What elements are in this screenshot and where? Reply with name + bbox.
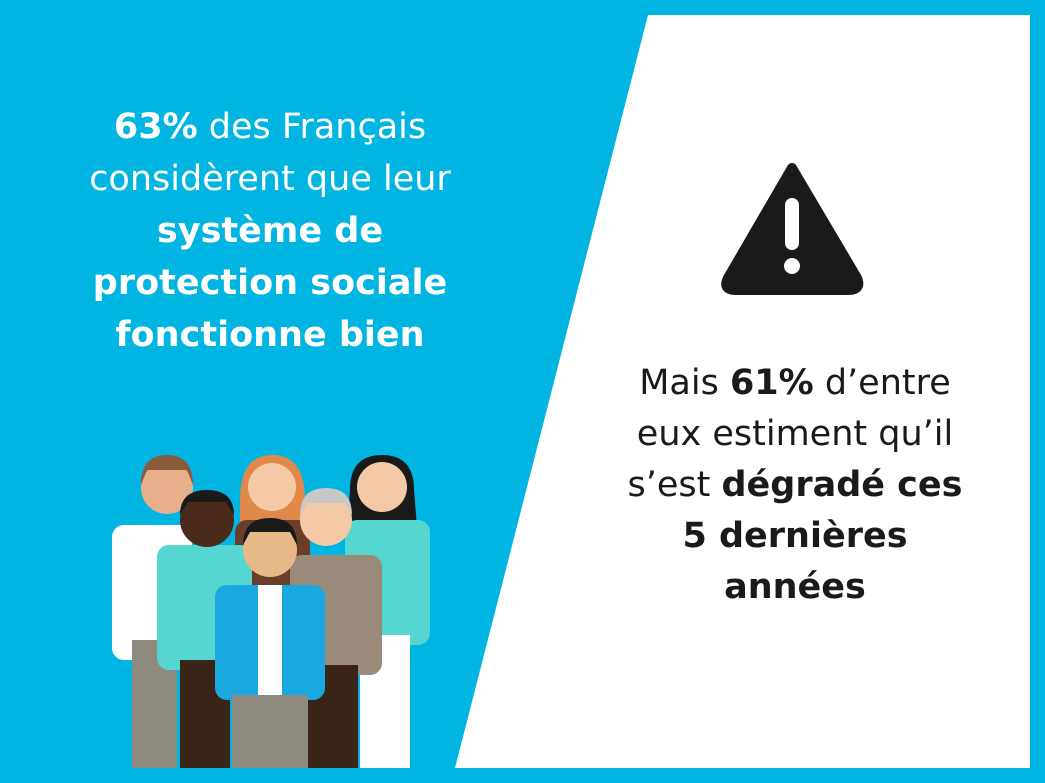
- left-text: 63% des Français considèrent que leur syst…: [89, 107, 451, 355]
- text-line: 63% des Français: [114, 107, 426, 147]
- right-text: Mais 61% d’entre eux estiment qu’il s’est …: [627, 363, 962, 607]
- people-illustration: [112, 455, 430, 768]
- text-line: 5 dernières: [682, 516, 907, 556]
- warning-icon: [721, 163, 864, 295]
- bold-text: dégradé ces: [721, 465, 962, 505]
- text: d’entre: [814, 363, 951, 403]
- text-line: Mais 61% d’entre: [639, 363, 951, 403]
- text: s’est: [627, 465, 721, 505]
- text: des Français: [198, 107, 427, 147]
- text-line: protection sociale: [93, 263, 447, 303]
- text-line: années: [724, 567, 866, 607]
- text-line: fonctionne bien: [115, 315, 424, 355]
- text: eux estiment qu’il: [637, 414, 953, 454]
- text-line: considèrent que leur: [89, 159, 451, 199]
- text: Mais: [639, 363, 730, 403]
- text: considèrent que leur: [89, 159, 451, 199]
- bold-text: 5 dernières: [682, 516, 907, 556]
- text-line: eux estiment qu’il: [637, 414, 953, 454]
- bold-text: protection sociale: [93, 263, 447, 303]
- bold-text: 63%: [114, 107, 198, 147]
- bold-text: années: [724, 567, 866, 607]
- text-line: système de: [157, 211, 383, 251]
- text-line: s’est dégradé ces: [627, 465, 962, 505]
- bold-text: système de: [157, 211, 383, 251]
- bold-text: fonctionne bien: [115, 315, 424, 355]
- bold-text: 61%: [730, 363, 814, 403]
- white-panel: [455, 15, 1030, 768]
